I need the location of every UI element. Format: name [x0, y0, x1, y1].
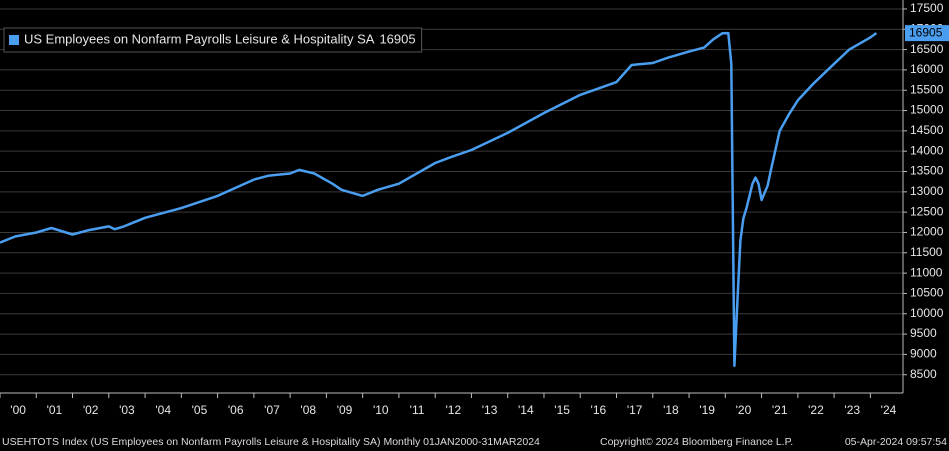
x-tick-label: '05 — [192, 403, 208, 417]
x-tick-label: '03 — [119, 403, 135, 417]
x-tick-label: '20 — [736, 403, 752, 417]
x-tick-label: '12 — [445, 403, 461, 417]
y-tick-label: 8500 — [910, 367, 937, 381]
y-tick-label: 11500 — [910, 245, 943, 259]
x-tick-label: '22 — [808, 403, 824, 417]
x-tick-label: '16 — [591, 403, 607, 417]
x-tick-label: '10 — [373, 403, 389, 417]
legend: US Employees on Nonfarm Payrolls Leisure… — [3, 27, 423, 53]
y-tick-label: 17500 — [910, 1, 944, 15]
y-tick-label: 10500 — [910, 286, 944, 300]
last-value-label: 16905 — [909, 25, 943, 39]
x-tick-label: '21 — [772, 403, 788, 417]
y-tick-label: 12500 — [910, 204, 944, 218]
x-tick-label: '15 — [554, 403, 570, 417]
footer-middle: Copyright© 2024 Bloomberg Finance L.P. — [600, 436, 793, 448]
x-tick-label: '00 — [10, 403, 26, 417]
x-tick-label: '17 — [627, 403, 643, 417]
x-tick-label: '19 — [699, 403, 715, 417]
y-tick-label: 15500 — [910, 82, 944, 96]
y-tick-label: 15000 — [910, 103, 944, 117]
footer-left: USEHTOTS Index (US Employees on Nonfarm … — [2, 436, 540, 448]
x-tick-label: '08 — [300, 403, 316, 417]
x-tick-label: '01 — [47, 403, 63, 417]
y-tick-label: 14000 — [910, 143, 944, 157]
x-tick-label: '13 — [482, 403, 498, 417]
legend-swatch — [9, 35, 19, 45]
y-tick-label: 16000 — [910, 62, 944, 76]
x-tick-label: '07 — [264, 403, 280, 417]
x-tick-label: '14 — [518, 403, 534, 417]
legend-box — [3, 27, 423, 53]
y-tick-label: 9000 — [910, 347, 937, 361]
last-value-box — [905, 25, 949, 42]
y-tick-label: 14500 — [910, 123, 944, 137]
y-tick-label: 9500 — [910, 326, 937, 340]
x-tick-label: '09 — [337, 403, 353, 417]
y-tick-label: 10000 — [910, 306, 944, 320]
y-tick-label: 12000 — [910, 225, 944, 239]
x-tick-label: '06 — [228, 403, 244, 417]
y-tick-label: 11000 — [910, 265, 943, 279]
footer-right: 05-Apr-2024 09:57:54 — [845, 436, 947, 448]
y-tick-label: 13500 — [910, 164, 944, 178]
x-tick-label: '23 — [844, 403, 860, 417]
x-tick-label: '24 — [881, 403, 897, 417]
y-tick-label: 16500 — [910, 42, 944, 56]
x-tick-label: '18 — [663, 403, 679, 417]
x-tick-label: '04 — [155, 403, 171, 417]
line-series — [0, 31, 878, 368]
x-tick-label: '11 — [410, 403, 425, 417]
legend-label: US Employees on Nonfarm Payrolls Leisure… — [24, 31, 375, 46]
legend-value: 16905 — [379, 31, 415, 46]
x-tick-label: '02 — [83, 403, 99, 417]
y-tick-label: 13000 — [910, 184, 944, 198]
